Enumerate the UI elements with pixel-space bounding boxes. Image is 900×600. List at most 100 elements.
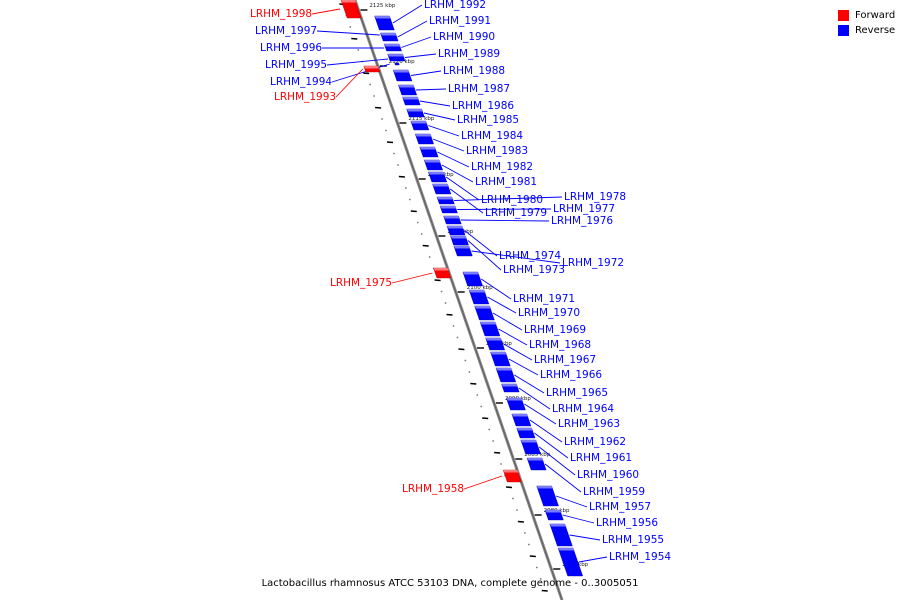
gene-feature-shade xyxy=(450,236,467,239)
leader-line xyxy=(423,112,456,121)
gene-label[interactable]: LRHM_1992 xyxy=(424,0,486,11)
gene-label[interactable]: LRHM_1996 xyxy=(260,42,322,54)
forward-swatch xyxy=(838,10,849,21)
gene-label[interactable]: LRHM_1980 xyxy=(481,194,543,206)
gene-label[interactable]: LRHM_1959 xyxy=(583,486,645,498)
gene-feature-shade xyxy=(387,54,405,57)
gene-feature-shade xyxy=(536,486,554,489)
gene-feature[interactable] xyxy=(340,0,362,19)
leader-line xyxy=(503,343,533,361)
gene-label[interactable]: LRHM_1976 xyxy=(551,215,613,227)
gene-label[interactable]: LRHM_1994 xyxy=(270,76,332,88)
gene-label[interactable]: LRHM_1954 xyxy=(609,551,671,563)
guide-dot xyxy=(512,497,514,500)
gene-label[interactable]: LRHM_1990 xyxy=(433,31,495,43)
gene-feature[interactable] xyxy=(536,485,559,507)
guide-dot xyxy=(468,371,471,373)
gene-label[interactable]: LRHM_1981 xyxy=(475,176,537,188)
ruler-tick xyxy=(351,37,358,40)
gene-label[interactable]: LRHM_1968 xyxy=(529,339,591,351)
leader-line xyxy=(492,312,523,331)
leader-line xyxy=(419,100,451,107)
gene-label[interactable]: LRHM_1963 xyxy=(558,418,620,430)
gene-label[interactable]: LRHM_1998 xyxy=(250,8,312,20)
guide-dot xyxy=(480,405,483,408)
gene-label[interactable]: LRHM_1978 xyxy=(564,191,626,203)
guide-dot xyxy=(404,187,407,189)
gene-label[interactable]: LRHM_1997 xyxy=(255,25,317,37)
gene-label[interactable]: LRHM_1965 xyxy=(546,387,608,399)
gene-feature-shade xyxy=(424,160,441,163)
gene-label[interactable]: LRHM_1955 xyxy=(602,534,664,546)
gene-label[interactable]: LRHM_1995 xyxy=(265,59,327,71)
gene-feature-shade xyxy=(443,216,461,219)
leader-line xyxy=(316,30,380,36)
gene-label[interactable]: LRHM_1988 xyxy=(443,65,505,77)
leader-line xyxy=(524,403,557,425)
genome-caption: Lactobacillus rhamnosus ATCC 53103 DNA, … xyxy=(261,578,639,589)
gene-label[interactable]: LRHM_1987 xyxy=(448,83,510,95)
ruler-tick xyxy=(505,486,513,489)
gene-label[interactable]: LRHM_1961 xyxy=(570,452,632,464)
ruler-tick xyxy=(541,589,548,592)
ruler-tick xyxy=(434,279,441,282)
gene-label[interactable]: LRHM_1979 xyxy=(485,207,547,219)
gene-feature[interactable] xyxy=(549,523,573,547)
ruler-tick xyxy=(517,520,524,523)
gene-label[interactable]: LRHM_1971 xyxy=(513,293,575,305)
leader-line xyxy=(562,514,595,524)
gene-label[interactable]: LRHM_1958 xyxy=(402,483,464,495)
ruler-tick xyxy=(529,555,536,558)
ruler-tick xyxy=(398,175,405,178)
gene-label[interactable]: LRHM_1973 xyxy=(503,264,565,276)
gene-feature-shade xyxy=(462,272,480,275)
gene-label[interactable]: LRHM_1991 xyxy=(429,15,491,27)
gene-label[interactable]: LRHM_1964 xyxy=(552,403,614,415)
gene-label[interactable]: LRHM_1972 xyxy=(562,257,624,269)
gene-label[interactable]: LRHM_1984 xyxy=(461,130,523,142)
gene-label[interactable]: LRHM_1969 xyxy=(524,324,586,336)
gene-label[interactable]: LRHM_1975 xyxy=(330,277,392,289)
gene-label[interactable]: LRHM_1956 xyxy=(596,517,658,529)
gene-feature-shade xyxy=(480,322,497,325)
gene-label[interactable]: LRHM_1993 xyxy=(274,91,336,103)
gene-feature-shade xyxy=(432,184,449,187)
gene-feature-shade xyxy=(501,384,518,387)
leader-line xyxy=(311,8,341,15)
gene-label[interactable]: LRHM_1977 xyxy=(553,203,615,215)
gene-label[interactable]: LRHM_1982 xyxy=(471,161,533,173)
guide-dot xyxy=(539,578,542,580)
gene-label[interactable]: LRHM_1974 xyxy=(499,250,561,262)
leader-line xyxy=(498,328,528,346)
guide-dot xyxy=(492,440,495,442)
gene-label[interactable]: LRHM_1967 xyxy=(534,354,596,366)
gene-feature-shade xyxy=(410,121,428,124)
ruler-label: 2100 kbp xyxy=(467,285,493,291)
guide-dot xyxy=(349,26,352,28)
leader-line xyxy=(441,164,474,183)
leader-line xyxy=(428,125,460,137)
guide-dot xyxy=(464,359,467,362)
gene-feature[interactable] xyxy=(394,62,400,66)
gene-feature-shade xyxy=(527,458,544,461)
leader-line xyxy=(432,138,465,152)
guide-dot xyxy=(428,256,431,258)
leader-line xyxy=(391,272,433,284)
ruler-ticks xyxy=(339,3,548,592)
leader-line xyxy=(392,4,423,24)
gene-label[interactable]: LRHM_1989 xyxy=(438,48,500,60)
guide-dot xyxy=(440,290,443,293)
gene-label[interactable]: LRHM_1970 xyxy=(518,307,580,319)
gene-label[interactable]: LRHM_1983 xyxy=(466,145,528,157)
leader-line xyxy=(467,240,502,271)
gene-feature-shade xyxy=(398,85,415,88)
guide-dot xyxy=(369,83,372,86)
reverse-swatch xyxy=(838,25,849,36)
gene-label[interactable]: LRHM_1985 xyxy=(457,114,519,126)
gene-label[interactable]: LRHM_1957 xyxy=(589,501,651,513)
gene-label[interactable]: LRHM_1962 xyxy=(564,436,626,448)
legend-forward-label: Forward xyxy=(855,10,896,21)
gene-label[interactable]: LRHM_1960 xyxy=(577,469,639,481)
gene-label[interactable]: LRHM_1966 xyxy=(540,369,602,381)
gene-label[interactable]: LRHM_1986 xyxy=(452,100,514,112)
